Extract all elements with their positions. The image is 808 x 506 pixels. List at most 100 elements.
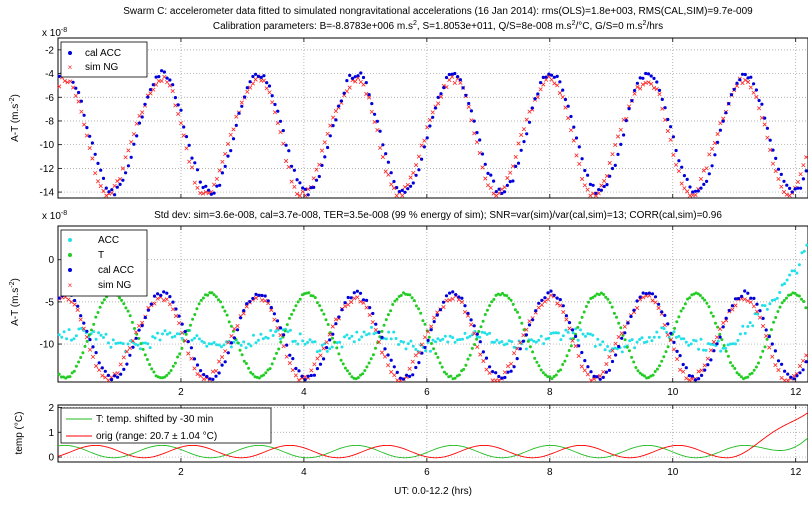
point-sim-ng — [480, 165, 485, 170]
point-cal-acc — [786, 372, 790, 376]
y-tick-label: -2 — [45, 45, 54, 56]
point-t — [772, 320, 776, 324]
point-cal-acc — [165, 291, 169, 295]
point-cal-acc — [406, 187, 410, 191]
point-cal-acc — [370, 102, 374, 106]
point-t — [501, 291, 504, 295]
point-sim-ng — [223, 349, 228, 354]
point-acc — [702, 348, 705, 352]
point-sim-ng — [491, 191, 496, 196]
point-cal-acc — [179, 108, 183, 112]
point-t — [511, 302, 515, 306]
point-sim-ng — [164, 297, 169, 302]
point-cal-acc — [755, 302, 759, 306]
point-sim-ng — [269, 307, 274, 313]
point-t — [77, 360, 81, 364]
point-t — [414, 304, 418, 308]
point-sim-ng — [419, 143, 424, 148]
point-sim-ng — [293, 373, 298, 378]
point-acc — [308, 338, 312, 342]
point-t — [186, 329, 190, 332]
point-t — [283, 329, 287, 333]
point-sim-ng — [386, 363, 391, 368]
point-cal-acc — [730, 304, 735, 308]
point-sim-ng — [745, 298, 750, 303]
point-sim-ng — [296, 377, 302, 383]
point-acc — [175, 332, 179, 336]
point-sim-ng — [668, 337, 673, 343]
point-t — [176, 355, 180, 359]
point-t — [782, 299, 786, 302]
point-sim-ng — [588, 378, 594, 383]
point-cal-acc — [588, 182, 593, 186]
point-sim-ng — [610, 348, 615, 353]
point-acc — [667, 335, 671, 339]
point-t — [72, 369, 76, 373]
point-acc — [576, 338, 580, 342]
point-cal-acc — [448, 291, 452, 295]
point-sim-ng — [343, 304, 348, 309]
point-cal-acc — [131, 345, 135, 349]
point-cal-acc — [380, 335, 384, 339]
point-sim-ng — [483, 176, 488, 181]
point-cal-acc — [657, 88, 662, 92]
point-acc — [77, 327, 81, 331]
point-cal-acc — [746, 291, 750, 295]
point-sim-ng — [684, 376, 689, 381]
point-cal-acc — [135, 134, 139, 138]
x-tick-label: 10 — [667, 387, 679, 398]
point-t — [341, 362, 345, 366]
point-cal-acc — [638, 76, 642, 80]
point-t — [249, 371, 253, 374]
point-cal-acc — [186, 340, 190, 344]
point-sim-ng — [241, 311, 246, 316]
point-cal-acc — [88, 338, 92, 342]
point-sim-ng — [711, 339, 716, 345]
point-acc — [247, 342, 251, 346]
point-sim-ng — [696, 369, 701, 374]
point-cal-acc — [521, 339, 526, 343]
point-cal-acc — [395, 370, 399, 374]
point-sim-ng — [557, 90, 562, 96]
point-t — [533, 356, 537, 360]
point-t — [236, 341, 240, 345]
point-sim-ng — [721, 320, 726, 325]
point-cal-acc — [405, 373, 409, 377]
point-t — [660, 359, 664, 363]
point-sim-ng — [239, 100, 244, 105]
point-sim-ng — [714, 335, 720, 340]
point-t — [602, 293, 606, 296]
point-cal-acc — [580, 157, 584, 161]
point-acc — [306, 340, 310, 344]
point-sim-ng — [518, 340, 523, 345]
point-sim-ng — [311, 176, 316, 181]
point-cal-acc — [201, 185, 205, 190]
point-cal-acc — [214, 374, 218, 378]
point-sim-ng — [129, 140, 134, 145]
point-cal-acc — [630, 99, 634, 103]
point-sim-ng — [422, 335, 428, 340]
point-sim-ng — [333, 109, 338, 114]
point-acc — [783, 282, 787, 286]
point-acc — [608, 349, 612, 353]
point-cal-acc — [472, 324, 476, 328]
point-acc — [79, 326, 83, 330]
point-sim-ng — [232, 326, 237, 331]
point-acc — [684, 340, 688, 344]
point-acc — [161, 332, 164, 336]
point-sim-ng — [370, 320, 375, 325]
legend-box-bottom — [60, 407, 272, 444]
point-acc — [121, 342, 125, 346]
point-t — [470, 346, 474, 350]
point-acc — [374, 331, 378, 335]
point-t — [769, 328, 773, 332]
point-sim-ng — [373, 327, 378, 332]
point-cal-acc — [749, 296, 753, 300]
point-acc — [325, 349, 329, 353]
point-acc — [438, 339, 442, 342]
point-t — [382, 323, 386, 327]
point-cal-acc — [678, 354, 682, 358]
point-t — [348, 372, 352, 376]
point-t — [554, 373, 558, 377]
